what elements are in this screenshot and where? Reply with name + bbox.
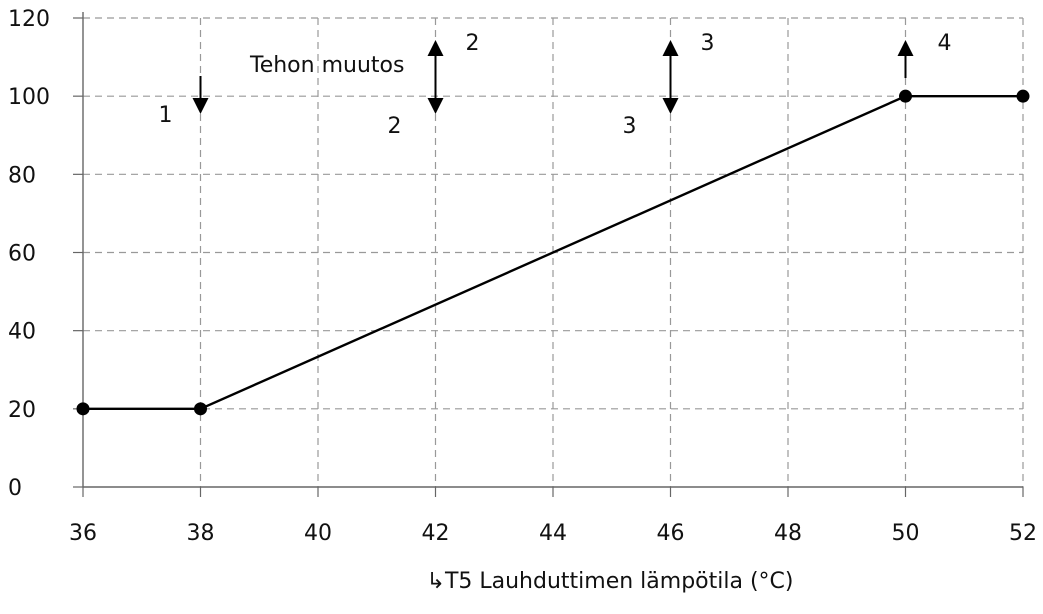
x-tick-label: 44 — [539, 521, 567, 546]
data-point — [1016, 89, 1030, 103]
data-point — [899, 89, 912, 103]
arrow-down-head — [427, 98, 444, 114]
x-tick-label: 38 — [187, 521, 215, 546]
arrow-down-head — [662, 98, 679, 114]
arrow-label-down: 2 — [388, 114, 402, 139]
arrow-label-up: 2 — [466, 31, 480, 56]
series-line — [83, 94, 1023, 411]
annotation-label: Tehon muutos — [249, 53, 404, 78]
y-tick-label: 0 — [8, 476, 22, 501]
arrow-label-up: 3 — [701, 31, 715, 56]
y-tick-label: 40 — [8, 320, 36, 345]
arrow-label-down: 3 — [623, 114, 637, 139]
y-tick-label: 80 — [8, 163, 36, 188]
data-point — [194, 402, 207, 416]
x-tick-label: 40 — [304, 521, 332, 546]
annotations: 1 2 2 3 3 4 — [159, 31, 952, 139]
arrow-label: 4 — [938, 31, 952, 56]
x-tick-label: 42 — [422, 521, 450, 546]
series — [76, 89, 1030, 416]
arrow-label: 1 — [159, 103, 173, 128]
x-tick-label: 48 — [774, 521, 802, 546]
arrow-down-head — [192, 98, 209, 114]
y-tick-label: 60 — [8, 242, 36, 267]
data-point — [76, 402, 90, 416]
x-axis-label: ↳T5 Lauhduttimen lämpötila (°C) — [427, 569, 794, 594]
y-tick-label: 20 — [8, 398, 36, 423]
arrow-up-head — [427, 40, 444, 56]
arrow-up-head — [897, 40, 914, 56]
x-tick-label: 46 — [657, 521, 685, 546]
arrow-up-head — [662, 40, 679, 56]
y-tick-label: 120 — [8, 7, 50, 32]
x-tick-label: 52 — [1009, 521, 1037, 546]
x-tick-label: 36 — [69, 521, 97, 546]
x-tick-label: 50 — [892, 521, 920, 546]
y-tick-label: 100 — [8, 85, 50, 110]
